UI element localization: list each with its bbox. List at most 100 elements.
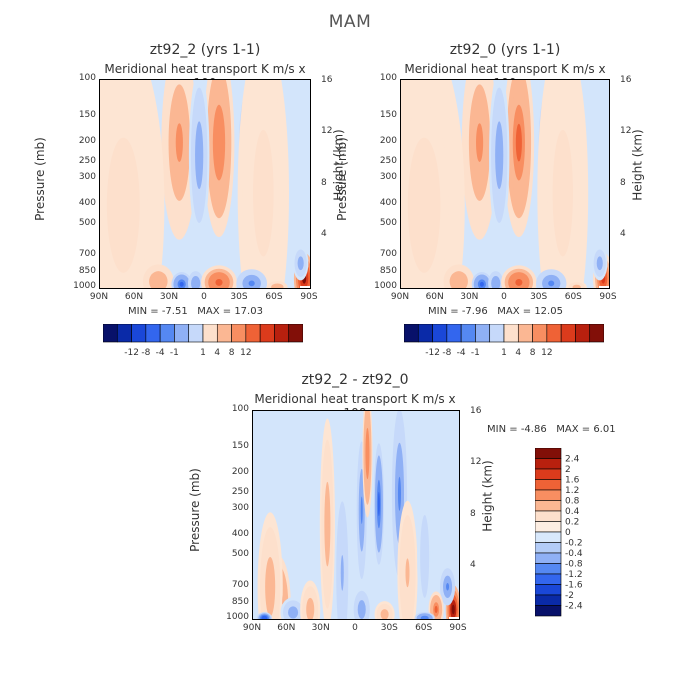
y-tick-label: 100 xyxy=(78,73,96,83)
y-tick-label: 1000 xyxy=(374,281,397,291)
colorbar-label: 4 xyxy=(214,348,220,358)
contour-5-4 xyxy=(415,171,433,240)
colorbar-swatch xyxy=(131,323,147,343)
colorbar-swatch xyxy=(534,521,562,533)
colorbar-label: -8 xyxy=(141,348,150,358)
contour-16-4 xyxy=(434,605,438,614)
panel3-max-label: MAX = xyxy=(556,424,591,435)
panel2-max-label: MAX = xyxy=(497,306,532,317)
x-tick-label: 60N xyxy=(277,623,296,633)
colorbar-label: -1 xyxy=(471,348,480,358)
colorbar-label: 8 xyxy=(229,348,235,358)
x-tick-label: 60S xyxy=(415,623,433,633)
y-tick-label: 700 xyxy=(379,248,397,259)
colorbar-label: 4 xyxy=(515,348,521,358)
x-tick-label: 30N xyxy=(311,623,330,633)
height-tick-label: 4 xyxy=(321,229,327,240)
y-tick-label: 700 xyxy=(78,248,96,259)
contour-6-4 xyxy=(360,496,363,525)
colorbar-label: 0 xyxy=(565,528,571,538)
x-tick-label: 30S xyxy=(530,292,548,302)
colorbar-swatch xyxy=(259,323,275,343)
contour-13-4 xyxy=(598,259,602,267)
colorbar-swatch xyxy=(534,563,562,575)
colorbar-label: -8 xyxy=(442,348,451,358)
panel1-colorbar-svg: -12 -8 -4 -1 1 4 8 12 xyxy=(102,323,304,358)
contour-1-4 xyxy=(267,571,273,602)
y-tick-label: 1000 xyxy=(226,612,249,622)
colorbar-label: -0.4 xyxy=(565,549,583,559)
contour-14-4 xyxy=(275,285,280,289)
contour-0-4 xyxy=(476,123,484,163)
x-tick-label: 90N xyxy=(89,292,109,302)
y-tick-label: 200 xyxy=(379,135,397,146)
panel3-colorbar: 2.4 2 1.6 1.2 0.8 0.4 0.2 0 -0.2 -0.4 -0.8 -1.2 -1.6… xyxy=(534,447,595,622)
y-tick-label: 300 xyxy=(379,172,397,183)
colorbar-label: 1.6 xyxy=(565,476,580,486)
panel3-min-value: -4.86 xyxy=(520,424,547,435)
y-tick-label: 500 xyxy=(231,549,249,560)
colorbar-label: -1.2 xyxy=(565,570,583,580)
colorbar-swatch xyxy=(159,323,175,343)
height-tick-label: 12 xyxy=(321,126,333,137)
x-tick-label: 90N xyxy=(390,292,410,302)
colorbar-label: 12 xyxy=(541,348,552,358)
x-tick-label: 0 xyxy=(201,292,207,302)
contour-4-4 xyxy=(325,503,329,546)
colorbar-swatch xyxy=(534,584,562,596)
panel1-minmax: MIN = -7.51 MAX = 17.03 xyxy=(128,306,263,317)
x-tick-label: 60N xyxy=(425,292,444,302)
colorbar-swatch xyxy=(432,323,448,343)
colorbar-label: -12 xyxy=(425,348,440,358)
contour-1-4 xyxy=(515,123,522,162)
contour-2-4 xyxy=(290,609,296,616)
colorbar-label: 0.8 xyxy=(565,497,580,507)
colorbar-swatch xyxy=(575,323,591,343)
panel3-minmax: MIN = -4.86 MAX = 6.01 xyxy=(487,424,616,435)
contour-10-4 xyxy=(215,278,223,286)
panel3-max-value: 6.01 xyxy=(593,424,616,435)
x-tick-label: 30N xyxy=(460,292,479,302)
colorbar-swatch xyxy=(534,531,562,543)
panel1-colorbar: -12 -8 -4 -1 1 4 8 12 xyxy=(102,323,304,364)
colorbar-label: -0.2 xyxy=(565,539,583,549)
colorbar-swatch xyxy=(417,323,433,343)
y-tick-label: 150 xyxy=(78,109,96,120)
x-tick-label: 60N xyxy=(124,292,144,302)
colorbar-label: -12 xyxy=(124,348,139,358)
height-tick-label: 12 xyxy=(620,126,632,137)
colorbar-swatch xyxy=(489,323,505,343)
y-tick-label: 200 xyxy=(78,135,96,146)
colorbar-label: 1.2 xyxy=(565,486,579,496)
colorbar-swatch xyxy=(102,323,118,343)
y-tick-label: 250 xyxy=(231,486,249,497)
contour-10-4 xyxy=(405,558,410,588)
height-tick-label: 16 xyxy=(620,74,632,85)
colorbar-swatch xyxy=(231,323,247,343)
y-tick-label: 150 xyxy=(379,109,397,120)
colorbar-swatch xyxy=(216,323,232,343)
panel2-min-label: MIN = xyxy=(428,306,459,317)
x-tick-label: 60S xyxy=(564,292,582,302)
panel1-min-value: -7.51 xyxy=(161,306,188,317)
missing-data-mask xyxy=(449,617,459,619)
contour-7-4 xyxy=(155,278,162,285)
colorbar-swatch xyxy=(145,323,161,343)
colorbar-label: 1 xyxy=(501,348,507,358)
height-tick-label: 16 xyxy=(321,74,333,85)
panel3-min-label: MIN = xyxy=(487,424,518,435)
panel1-subtitle-text: Meridional heat transport xyxy=(104,62,258,76)
colorbar-swatch xyxy=(116,323,132,343)
contour-10-4 xyxy=(515,278,523,286)
colorbar-swatch xyxy=(534,510,562,522)
y-tick-label: 400 xyxy=(78,198,96,209)
panel2-ylabel: Pressure (mb) xyxy=(334,137,349,221)
height-tick-label: 12 xyxy=(470,457,482,468)
panel1-title: zt92_2 (yrs 1-1) xyxy=(149,42,261,58)
colorbar-swatch xyxy=(517,323,533,343)
colorbar-label: 0.2 xyxy=(565,518,579,528)
contour-0-4 xyxy=(175,123,183,163)
colorbar-swatch xyxy=(534,489,562,501)
panel2-title: zt92_0 (yrs 1-1) xyxy=(449,42,561,58)
contour-5-4 xyxy=(115,171,132,240)
